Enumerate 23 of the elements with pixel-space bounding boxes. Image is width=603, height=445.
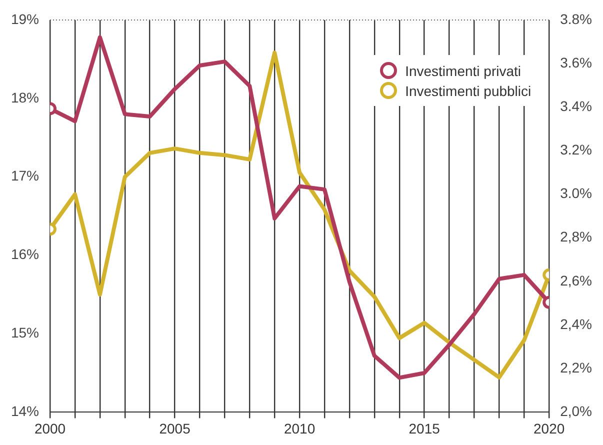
y-tick-label: 17% bbox=[10, 168, 40, 184]
y2-tick-label: 3.6% bbox=[560, 54, 592, 70]
y2-tick-label: 3.0% bbox=[560, 185, 592, 202]
x-tick-label: 2015 bbox=[408, 420, 440, 436]
y-tick-label: 14% bbox=[10, 403, 40, 420]
y2-tick-label: 3.8% bbox=[560, 10, 592, 27]
y-tick-label: 18% bbox=[10, 89, 40, 106]
y2-tick-label: 2,6% bbox=[560, 272, 592, 288]
y2-tick-label: 2,8% bbox=[560, 228, 592, 245]
y2-tick-label: 3.2% bbox=[560, 142, 592, 158]
legend-label: Investimenti privati bbox=[405, 62, 522, 78]
x-tick-label: 2010 bbox=[284, 420, 316, 436]
y-tick-label: 16% bbox=[10, 246, 40, 262]
y2-tick-label: 2,2% bbox=[560, 359, 592, 376]
y2-tick-label: 2,0% bbox=[560, 403, 592, 420]
x-tick-label: 2005 bbox=[159, 420, 191, 436]
legend-label: Investimenti pubblici bbox=[405, 82, 532, 98]
y-tick-label: 15% bbox=[10, 324, 40, 341]
y2-tick-label: 2,4% bbox=[560, 316, 592, 332]
x-tick-label: 2000 bbox=[34, 420, 66, 436]
y2-tick-label: 3.4% bbox=[560, 98, 592, 114]
x-tick-label: 2020 bbox=[534, 420, 565, 436]
y-tick-label: 19% bbox=[10, 10, 40, 27]
